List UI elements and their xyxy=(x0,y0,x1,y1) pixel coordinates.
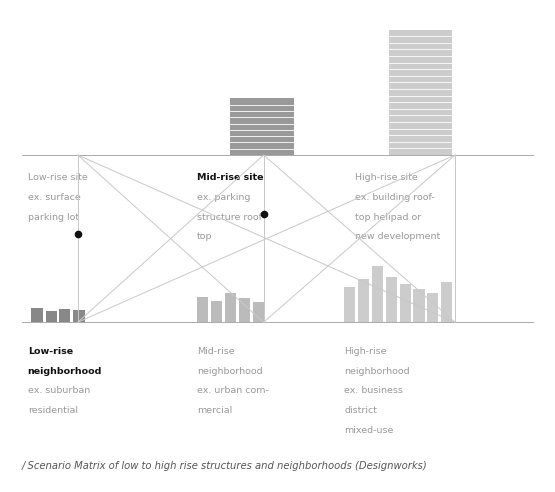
Bar xyxy=(427,293,438,322)
Text: Mid-rise site: Mid-rise site xyxy=(197,173,264,182)
Bar xyxy=(253,302,264,322)
Text: ex. building roof-: ex. building roof- xyxy=(355,193,435,202)
Text: top: top xyxy=(197,232,213,241)
Text: structure roof-: structure roof- xyxy=(197,213,265,221)
Bar xyxy=(31,308,43,322)
Bar xyxy=(358,279,369,322)
Text: ex. business: ex. business xyxy=(344,386,403,395)
Bar xyxy=(239,298,250,322)
Bar xyxy=(225,293,236,322)
Text: / Scenario Matrix of low to high rise structures and neighborhoods (Designworks): / Scenario Matrix of low to high rise st… xyxy=(22,461,428,471)
Text: High-rise: High-rise xyxy=(344,347,387,356)
Text: new development: new development xyxy=(355,232,441,241)
Text: Low-rise: Low-rise xyxy=(28,347,73,356)
Text: mixed-use: mixed-use xyxy=(344,426,393,434)
Bar xyxy=(73,310,85,322)
Text: neighborhood: neighborhood xyxy=(28,367,102,375)
Text: ex. surface: ex. surface xyxy=(28,193,80,202)
Bar xyxy=(413,289,425,322)
Bar xyxy=(211,301,222,322)
Bar xyxy=(46,311,57,322)
Text: Mid-rise: Mid-rise xyxy=(197,347,235,356)
Text: residential: residential xyxy=(28,406,78,415)
Bar xyxy=(344,287,355,322)
Bar xyxy=(197,297,208,322)
Bar xyxy=(441,282,452,322)
Text: ex. urban com-: ex. urban com- xyxy=(197,386,269,395)
Text: neighborhood: neighborhood xyxy=(344,367,410,375)
Text: mercial: mercial xyxy=(197,406,233,415)
Bar xyxy=(230,98,294,155)
Bar xyxy=(400,284,411,322)
Text: Low-rise site: Low-rise site xyxy=(28,173,88,182)
Bar xyxy=(386,277,397,322)
Text: top helipad or: top helipad or xyxy=(355,213,421,221)
Text: district: district xyxy=(344,406,377,415)
Text: parking lot: parking lot xyxy=(28,213,79,221)
Text: ex. suburban: ex. suburban xyxy=(28,386,90,395)
Bar xyxy=(59,309,70,322)
Text: ex. parking: ex. parking xyxy=(197,193,250,202)
Text: High-rise site: High-rise site xyxy=(355,173,418,182)
Bar xyxy=(388,30,452,155)
Bar xyxy=(372,266,383,322)
Text: neighborhood: neighborhood xyxy=(197,367,263,375)
